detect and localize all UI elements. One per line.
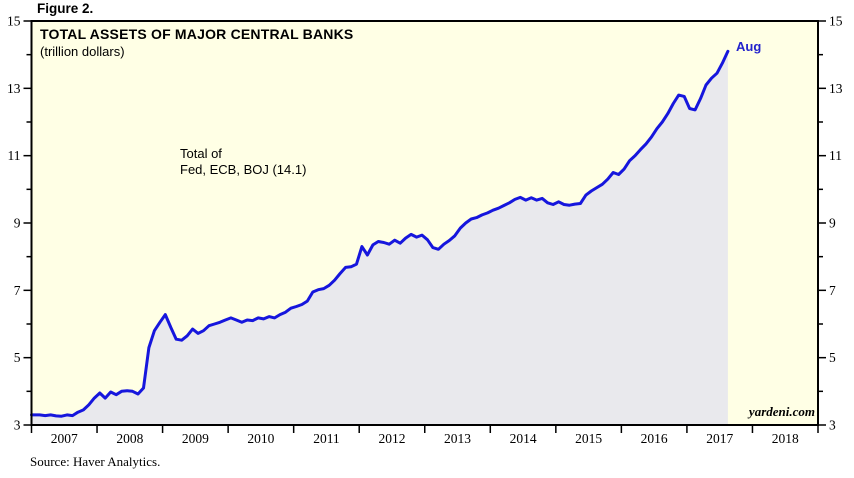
x-axis-year-label: 2009	[182, 431, 209, 446]
x-axis-year-label: 2017	[706, 431, 733, 446]
x-axis-year-label: 2010	[247, 431, 274, 446]
series-annotation: Total of Fed, ECB, BOJ (14.1)	[180, 146, 306, 177]
annotation-line-2: Fed, ECB, BOJ (14.1)	[180, 161, 307, 177]
x-axis-year-label: 2011	[313, 431, 340, 446]
y-axis-label-left: 5	[14, 350, 21, 365]
annotation-line-1: Total of	[180, 146, 222, 161]
y-axis-label-right: 5	[829, 350, 836, 365]
y-axis-label-left: 3	[14, 418, 21, 433]
x-axis-year-label: 2014	[510, 431, 537, 446]
last-point-month-label: Aug	[736, 39, 762, 54]
x-axis-year-label: 2016	[641, 431, 668, 446]
y-axis-label-left: 15	[7, 14, 21, 29]
x-axis-year-label: 2015	[575, 431, 602, 446]
source-note: Source: Haver Analytics.	[30, 454, 161, 469]
chart-title: TOTAL ASSETS OF MAJOR CENTRAL BANKS	[40, 26, 354, 42]
x-axis-year-label: 2007	[51, 431, 78, 446]
y-axis-label-right: 9	[829, 216, 836, 231]
y-axis-label-right: 11	[829, 148, 842, 163]
y-axis-label-right: 13	[829, 81, 843, 96]
yardeni-watermark: yardeni.com	[748, 404, 815, 419]
y-axis-label-left: 9	[14, 216, 21, 231]
area-fill	[31, 51, 728, 426]
y-axis-label-right: 15	[829, 14, 843, 29]
y-axis-label-left: 7	[14, 283, 21, 298]
x-axis-year-label: 2008	[116, 431, 143, 446]
y-axis-label-left: 11	[8, 148, 21, 163]
y-axis-label-right: 7	[829, 283, 836, 298]
chart-subtitle: (trillion dollars)	[40, 44, 125, 59]
x-axis-year-label: 2012	[378, 431, 405, 446]
y-axis-label-right: 3	[829, 418, 836, 433]
y-axis-label-left: 13	[7, 81, 21, 96]
figure-label: Figure 2.	[37, 1, 94, 16]
x-axis-year-label: 2013	[444, 431, 471, 446]
x-axis-year-label: 2018	[772, 431, 799, 446]
total-assets-line	[30, 49, 730, 418]
